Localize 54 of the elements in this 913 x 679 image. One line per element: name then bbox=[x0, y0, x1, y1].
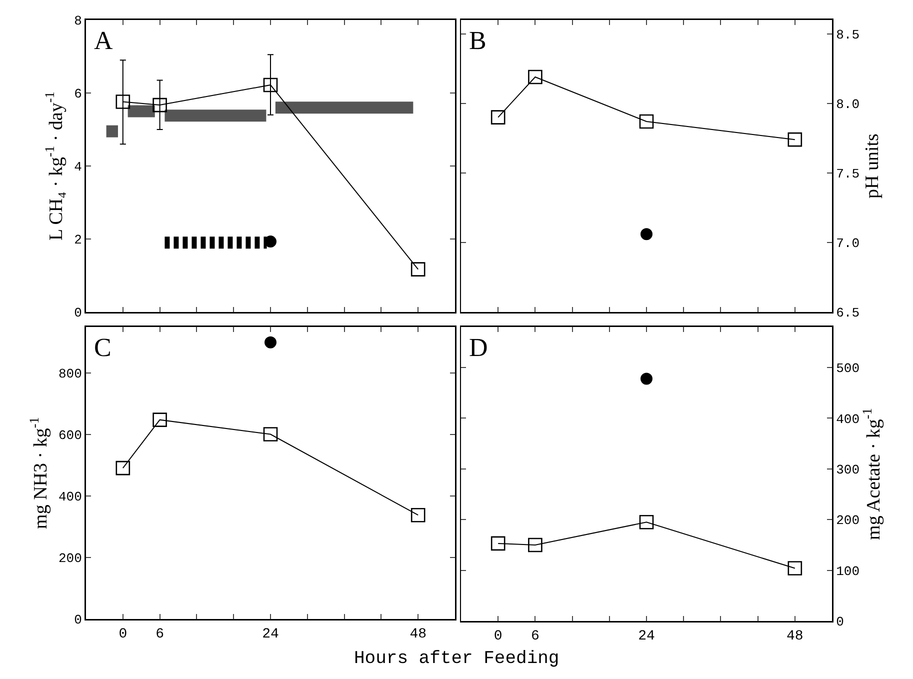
point bbox=[528, 70, 542, 84]
x-tick-label: 6 bbox=[156, 626, 164, 642]
x-tick-label: 0 bbox=[118, 626, 128, 642]
point bbox=[152, 98, 167, 112]
x-tick-label: 6 bbox=[530, 628, 540, 644]
annotation: B bbox=[469, 26, 486, 55]
point bbox=[116, 460, 130, 476]
y2-tick-label: 7.5 bbox=[836, 166, 860, 182]
y2-tick-label: 0 bbox=[836, 614, 844, 630]
point bbox=[410, 262, 426, 276]
y-tick-label: 800 bbox=[58, 366, 82, 382]
y2-tick-label: 8.5 bbox=[836, 27, 860, 42]
y-tick-label: 6 bbox=[74, 86, 82, 102]
y2-tick-label: 200 bbox=[836, 513, 860, 528]
point bbox=[788, 132, 802, 147]
annotation: D bbox=[469, 333, 488, 362]
x-tick-label: 0 bbox=[494, 628, 502, 644]
x-axis-title: Hours after Feeding bbox=[354, 649, 560, 669]
y-tick-label: 4 bbox=[74, 160, 82, 175]
point bbox=[639, 515, 654, 530]
y-tick-label: 0 bbox=[74, 306, 82, 321]
point bbox=[490, 110, 506, 124]
annotation: C bbox=[94, 333, 112, 362]
point bbox=[788, 561, 802, 576]
point bbox=[640, 372, 652, 385]
y2-tick-label: 7.0 bbox=[836, 236, 860, 252]
y-tick-label: 200 bbox=[58, 551, 82, 566]
point bbox=[639, 114, 654, 129]
y2-tick-label: 8.0 bbox=[836, 96, 860, 112]
y2-tick-label: 300 bbox=[836, 462, 860, 478]
point bbox=[528, 538, 542, 552]
point bbox=[640, 228, 652, 240]
y-tick-label: 0 bbox=[74, 612, 82, 628]
point bbox=[263, 427, 278, 442]
point bbox=[263, 78, 278, 92]
y-tick-label: 400 bbox=[58, 490, 82, 505]
x-tick-label: 48 bbox=[786, 628, 804, 644]
y-tick-label: 2 bbox=[74, 232, 82, 248]
point bbox=[264, 336, 276, 348]
y-tick-label: 8 bbox=[74, 14, 82, 29]
annotation: A bbox=[94, 26, 113, 55]
y2-tick-label: 100 bbox=[836, 564, 860, 579]
point bbox=[116, 94, 130, 109]
point bbox=[152, 412, 167, 427]
y-tick-label: 600 bbox=[58, 428, 82, 444]
x-tick-label: 48 bbox=[410, 626, 427, 642]
y2-tick-label: 500 bbox=[836, 361, 860, 376]
y2-tick-label: 6.5 bbox=[836, 306, 860, 321]
x-tick-label: 24 bbox=[638, 628, 655, 644]
y2-tick-label: 400 bbox=[836, 412, 860, 427]
point bbox=[490, 536, 506, 551]
y2-axis-title: pH units bbox=[862, 134, 884, 198]
x-tick-label: 24 bbox=[262, 626, 279, 642]
point bbox=[410, 508, 426, 522]
